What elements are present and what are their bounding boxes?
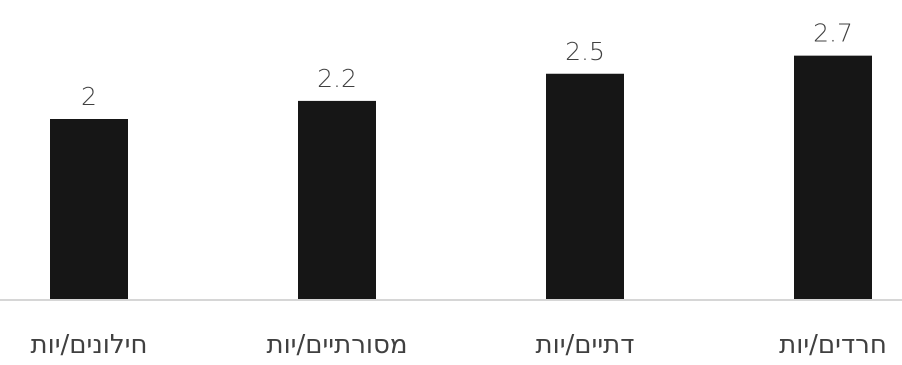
x-tick-label: חרדים/יות — [779, 330, 887, 360]
x-tick-label: דתיים/יות — [536, 330, 635, 360]
x-tick-label: מסורתיים/יות — [266, 330, 407, 360]
data-label: 2.5 — [565, 37, 605, 66]
bars-layer — [50, 55, 872, 301]
x-axis-tick-labels: חילונים/יות מסורתיים/יות דתיים/יות חרדים/יו… — [31, 330, 887, 360]
bar — [298, 100, 376, 301]
bar — [794, 55, 872, 301]
bar — [50, 119, 128, 300]
data-label: 2 — [81, 82, 97, 111]
data-label: 2.2 — [317, 64, 357, 93]
bar — [546, 73, 624, 300]
data-label: 2.7 — [813, 19, 853, 48]
data-labels-layer: 2 2.2 2.5 2.7 — [81, 19, 853, 111]
x-tick-label: חילונים/יות — [31, 330, 148, 360]
